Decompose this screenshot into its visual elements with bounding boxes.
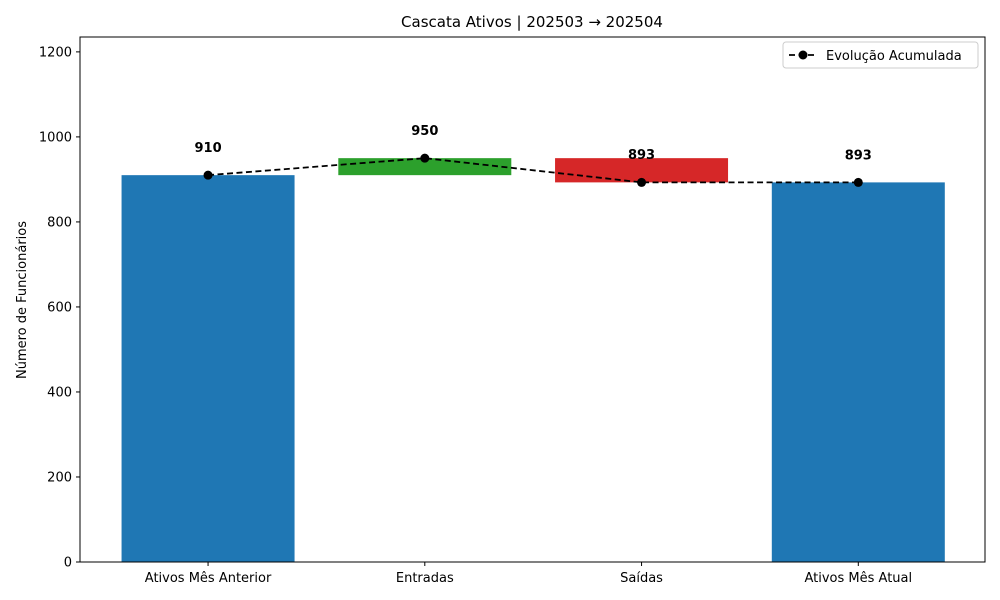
- cumulative-point-3: [853, 177, 863, 187]
- bar-0: [121, 175, 295, 562]
- cumulative-point-2: [637, 177, 647, 187]
- x-tick-label-3: Ativos Mês Atual: [804, 571, 912, 586]
- y-axis-label: Número de Funcionários: [15, 221, 30, 379]
- y-tick-label-1: 200: [47, 470, 72, 485]
- bar-3: [771, 182, 945, 562]
- plot-frame: [79, 36, 986, 563]
- y-tick-label-6: 1200: [39, 45, 72, 60]
- x-tick-label-1: Entradas: [396, 571, 454, 586]
- data-label-0: 910: [194, 141, 221, 156]
- bars-layer: [121, 158, 945, 562]
- data-label-2: 893: [628, 148, 655, 163]
- y-tick-label-0: 0: [64, 556, 72, 571]
- x-tick-label-0: Ativos Mês Anterior: [145, 571, 272, 586]
- data-label-1: 950: [411, 124, 438, 139]
- legend: Evolução Acumulada: [782, 41, 979, 69]
- cumulative-line: [207, 157, 859, 184]
- legend-box: [782, 41, 979, 69]
- cumulative-point-1: [420, 153, 430, 163]
- chart-title: Cascata Ativos | 202503 → 202504: [401, 13, 663, 31]
- y-tick-label-5: 1000: [39, 130, 72, 145]
- data-label-3: 893: [845, 148, 872, 163]
- y-tick-label-4: 800: [47, 215, 72, 230]
- cumulative-line-layer: [203, 153, 863, 187]
- y-tick-label-2: 400: [47, 385, 72, 400]
- y-tick-label-3: 600: [47, 300, 72, 315]
- legend-entry-0: Evolução Acumulada: [826, 49, 962, 64]
- cumulative-point-0: [203, 170, 213, 180]
- data-labels-layer: 910 950 893 893: [194, 124, 871, 163]
- x-tick-label-2: Saídas: [620, 571, 663, 586]
- legend-marker-swatch: [798, 50, 808, 60]
- axes-layer: 0 200 400 600 800 1000 1200 Ativos Mês Anterior…: [39, 36, 986, 586]
